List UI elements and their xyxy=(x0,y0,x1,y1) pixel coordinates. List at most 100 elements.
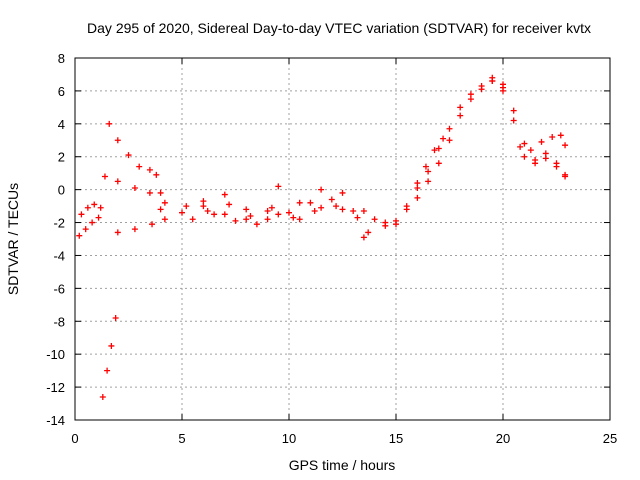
data-point xyxy=(422,163,429,170)
x-tick-labels: 0 5 10 15 20 25 xyxy=(71,431,617,446)
chart-title: Day 295 of 2020, Sidereal Day-to-day VTE… xyxy=(87,20,591,36)
data-point xyxy=(393,217,399,224)
x-tick-label: 5 xyxy=(178,431,185,446)
data-point xyxy=(425,178,432,185)
y-tick-label: 0 xyxy=(58,183,65,198)
data-point xyxy=(82,226,89,233)
data-point xyxy=(354,214,361,221)
series-s2 xyxy=(78,201,104,218)
data-point xyxy=(538,138,545,145)
data-point xyxy=(108,342,115,349)
data-point xyxy=(382,219,389,226)
data-point xyxy=(446,137,453,144)
x-tick-label: 15 xyxy=(389,431,403,446)
data-point xyxy=(99,393,106,400)
data-point xyxy=(549,133,556,140)
data-point xyxy=(101,173,108,180)
data-point xyxy=(435,145,442,152)
data-point xyxy=(457,112,464,119)
data-point xyxy=(440,135,447,142)
data-point xyxy=(264,208,271,215)
y-tick-label: -6 xyxy=(53,281,65,296)
data-point xyxy=(146,189,153,196)
data-point xyxy=(562,142,569,149)
data-point xyxy=(521,140,528,147)
data-point xyxy=(296,199,303,206)
series-s3 xyxy=(99,314,119,400)
data-point xyxy=(339,206,346,213)
series-s1 xyxy=(76,214,102,239)
data-point xyxy=(157,206,164,213)
data-point xyxy=(243,216,250,223)
data-point xyxy=(403,203,410,210)
data-point xyxy=(221,191,228,198)
series-s5 xyxy=(101,173,164,196)
data-point xyxy=(200,198,207,205)
data-point xyxy=(91,201,98,208)
data-point xyxy=(478,86,485,93)
data-point xyxy=(360,208,367,215)
data-point xyxy=(136,163,143,170)
series-s15 xyxy=(489,74,569,180)
data-point xyxy=(290,214,297,221)
series-s11 xyxy=(360,229,372,241)
x-tick-label: 20 xyxy=(496,431,510,446)
data-point xyxy=(467,96,474,103)
data-point xyxy=(414,194,421,201)
data-point xyxy=(221,211,228,218)
data-point xyxy=(106,120,113,127)
data-point xyxy=(114,178,121,185)
plot-frame xyxy=(74,57,611,421)
data-point xyxy=(247,212,254,219)
data-point xyxy=(78,211,85,218)
data-point xyxy=(243,206,250,213)
data-point xyxy=(542,150,549,157)
data-point xyxy=(97,204,104,211)
data-point xyxy=(457,104,464,111)
data-point xyxy=(161,216,168,223)
data-point xyxy=(431,147,438,154)
y-tick-label: 8 xyxy=(58,51,65,66)
data-point xyxy=(318,186,325,193)
data-point xyxy=(161,199,168,206)
data-point xyxy=(307,199,314,206)
data-point xyxy=(489,74,496,81)
data-point xyxy=(204,208,211,215)
data-point xyxy=(296,216,303,223)
y-tick-label: -12 xyxy=(46,380,65,395)
y-axis-label: SDTVAR / TECUs xyxy=(5,183,21,295)
data-point xyxy=(104,367,111,374)
series-s16 xyxy=(517,132,569,154)
y-tick-label: -10 xyxy=(46,347,65,362)
data-point xyxy=(275,211,282,218)
series-s7 xyxy=(157,196,357,223)
data-point xyxy=(89,219,96,226)
data-point xyxy=(365,229,372,236)
data-point xyxy=(189,216,196,223)
data-point xyxy=(114,229,121,236)
x-axis-label: GPS time / hours xyxy=(289,457,396,473)
data-point xyxy=(146,166,153,173)
data-point xyxy=(286,209,292,216)
data-point xyxy=(264,216,271,223)
data-point xyxy=(517,143,524,150)
data-point xyxy=(179,209,185,216)
y-tick-label: 2 xyxy=(58,150,65,165)
data-point xyxy=(183,203,190,210)
data-point xyxy=(371,216,378,223)
data-points xyxy=(76,74,569,400)
data-point xyxy=(333,203,340,210)
data-point xyxy=(328,196,335,203)
data-point xyxy=(226,201,233,208)
data-point xyxy=(131,226,138,233)
data-point xyxy=(425,168,432,175)
x-tick-label: 25 xyxy=(603,431,617,446)
data-point xyxy=(232,217,239,224)
data-point xyxy=(311,208,318,215)
series-s14 xyxy=(414,135,447,187)
data-point xyxy=(562,173,569,180)
data-point xyxy=(112,314,119,321)
data-point xyxy=(125,152,132,159)
y-tick-label: -2 xyxy=(53,216,65,231)
